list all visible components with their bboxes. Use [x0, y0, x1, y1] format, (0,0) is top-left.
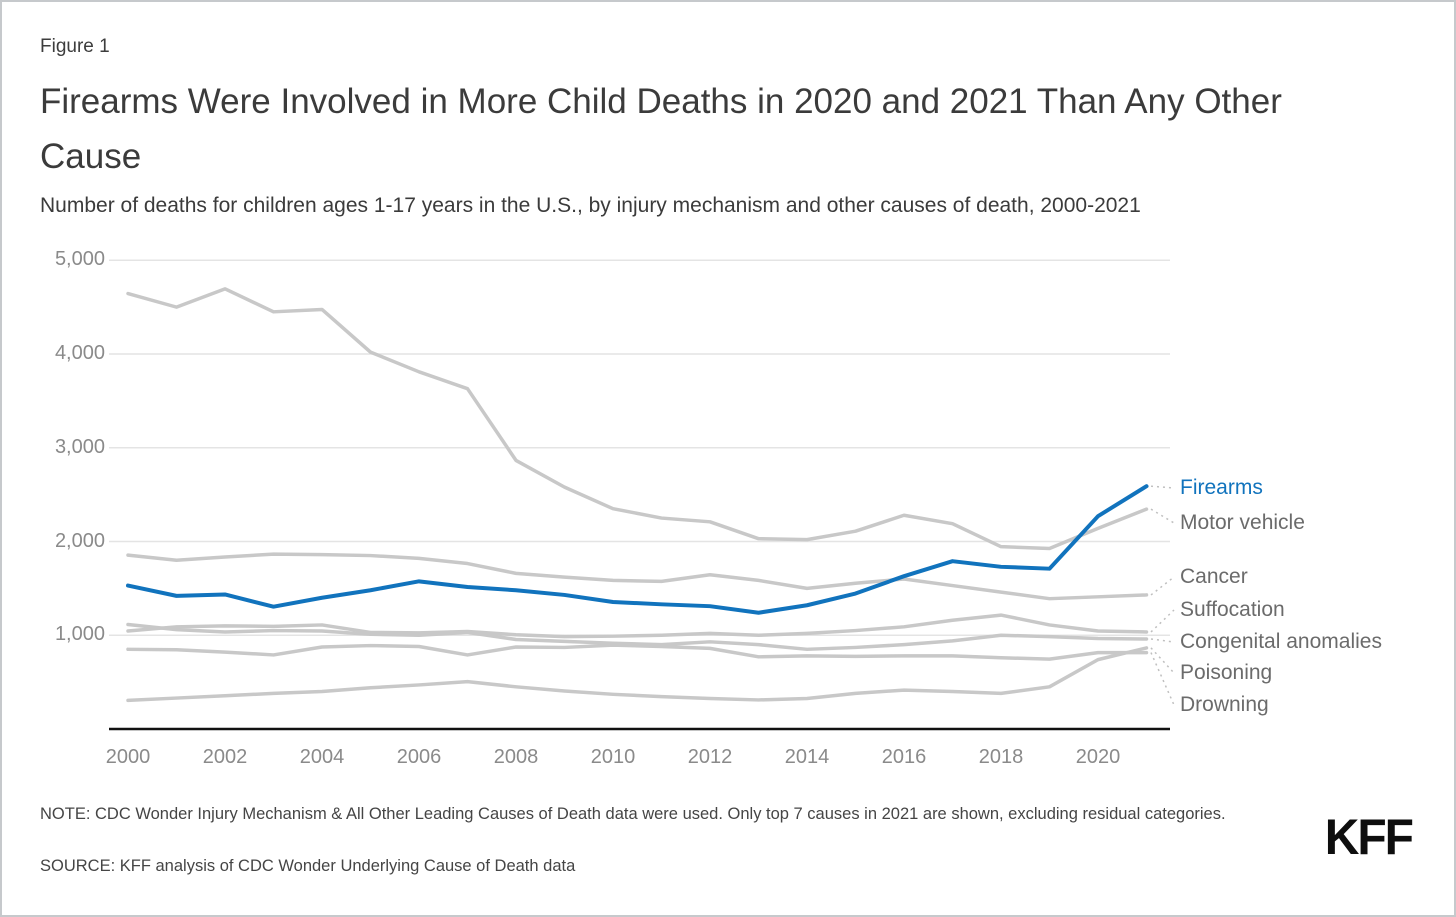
x-axis-tick-label: 2018	[978, 746, 1024, 768]
x-axis-tick-label: 2008	[493, 746, 539, 768]
series-label-motor-vehicle: Motor vehicle	[1180, 511, 1305, 534]
series-label-cancer: Cancer	[1180, 565, 1248, 588]
series-label-firearms: Firearms	[1180, 476, 1263, 499]
series-line-drowning	[126, 643, 1149, 661]
x-axis-tick-label: 2016	[881, 746, 927, 768]
series-label-drowning: Drowning	[1180, 693, 1269, 716]
y-axis-tick-label: 3,000	[54, 435, 105, 458]
x-axis-tick-label: 2002	[202, 746, 248, 768]
series-line-suffocation	[126, 613, 1149, 639]
page-title: Firearms Were Involved in More Child Dea…	[40, 82, 1282, 176]
x-axis-tick-label: 2010	[590, 746, 636, 768]
y-axis-tick-label: 1,000	[54, 623, 105, 646]
series-line-firearms	[126, 484, 1149, 615]
y-axis-tick-label: 5,000	[54, 248, 105, 271]
y-axis-tick-label: 4,000	[54, 342, 105, 364]
label-leader-line	[1150, 485, 1175, 489]
source-text: SOURCE: KFF analysis of CDC Wonder Under…	[40, 857, 576, 875]
y-axis-tick-label: 2,000	[54, 529, 105, 552]
chart-subtitle: Number of deaths for children ages 1-17 …	[40, 194, 1141, 217]
series-label-poisoning: Poisoning	[1180, 661, 1273, 684]
label-leader-line	[1150, 576, 1175, 596]
x-axis-tick-label: 2020	[1075, 746, 1121, 768]
x-axis-tick-label: 2006	[396, 746, 442, 768]
series-line-cancer	[126, 552, 1149, 601]
series-label-congenital-anomalies: Congenital anomalies	[1180, 630, 1382, 653]
series-line-congenital-anomalies	[126, 622, 1149, 652]
label-leader-line	[1150, 638, 1175, 643]
series-label-suffocation: Suffocation	[1180, 598, 1285, 621]
label-leader-line	[1150, 609, 1175, 633]
series-line-poisoning	[126, 646, 1149, 703]
kff-logo: KFF	[1324, 809, 1414, 866]
figure-number-label: Figure 1	[40, 36, 110, 57]
x-axis-tick-label: 2000	[105, 746, 151, 768]
series-line-motor-vehicle	[126, 287, 1149, 551]
x-axis-tick-label: 2004	[299, 746, 345, 768]
x-axis-tick-label: 2014	[784, 746, 830, 768]
label-leader-line	[1150, 508, 1175, 524]
label-leader-line	[1150, 647, 1175, 674]
x-axis-tick-label: 2012	[687, 746, 733, 768]
note-text: NOTE: CDC Wonder Injury Mechanism & All …	[40, 805, 1226, 823]
label-leader-line	[1150, 652, 1175, 706]
